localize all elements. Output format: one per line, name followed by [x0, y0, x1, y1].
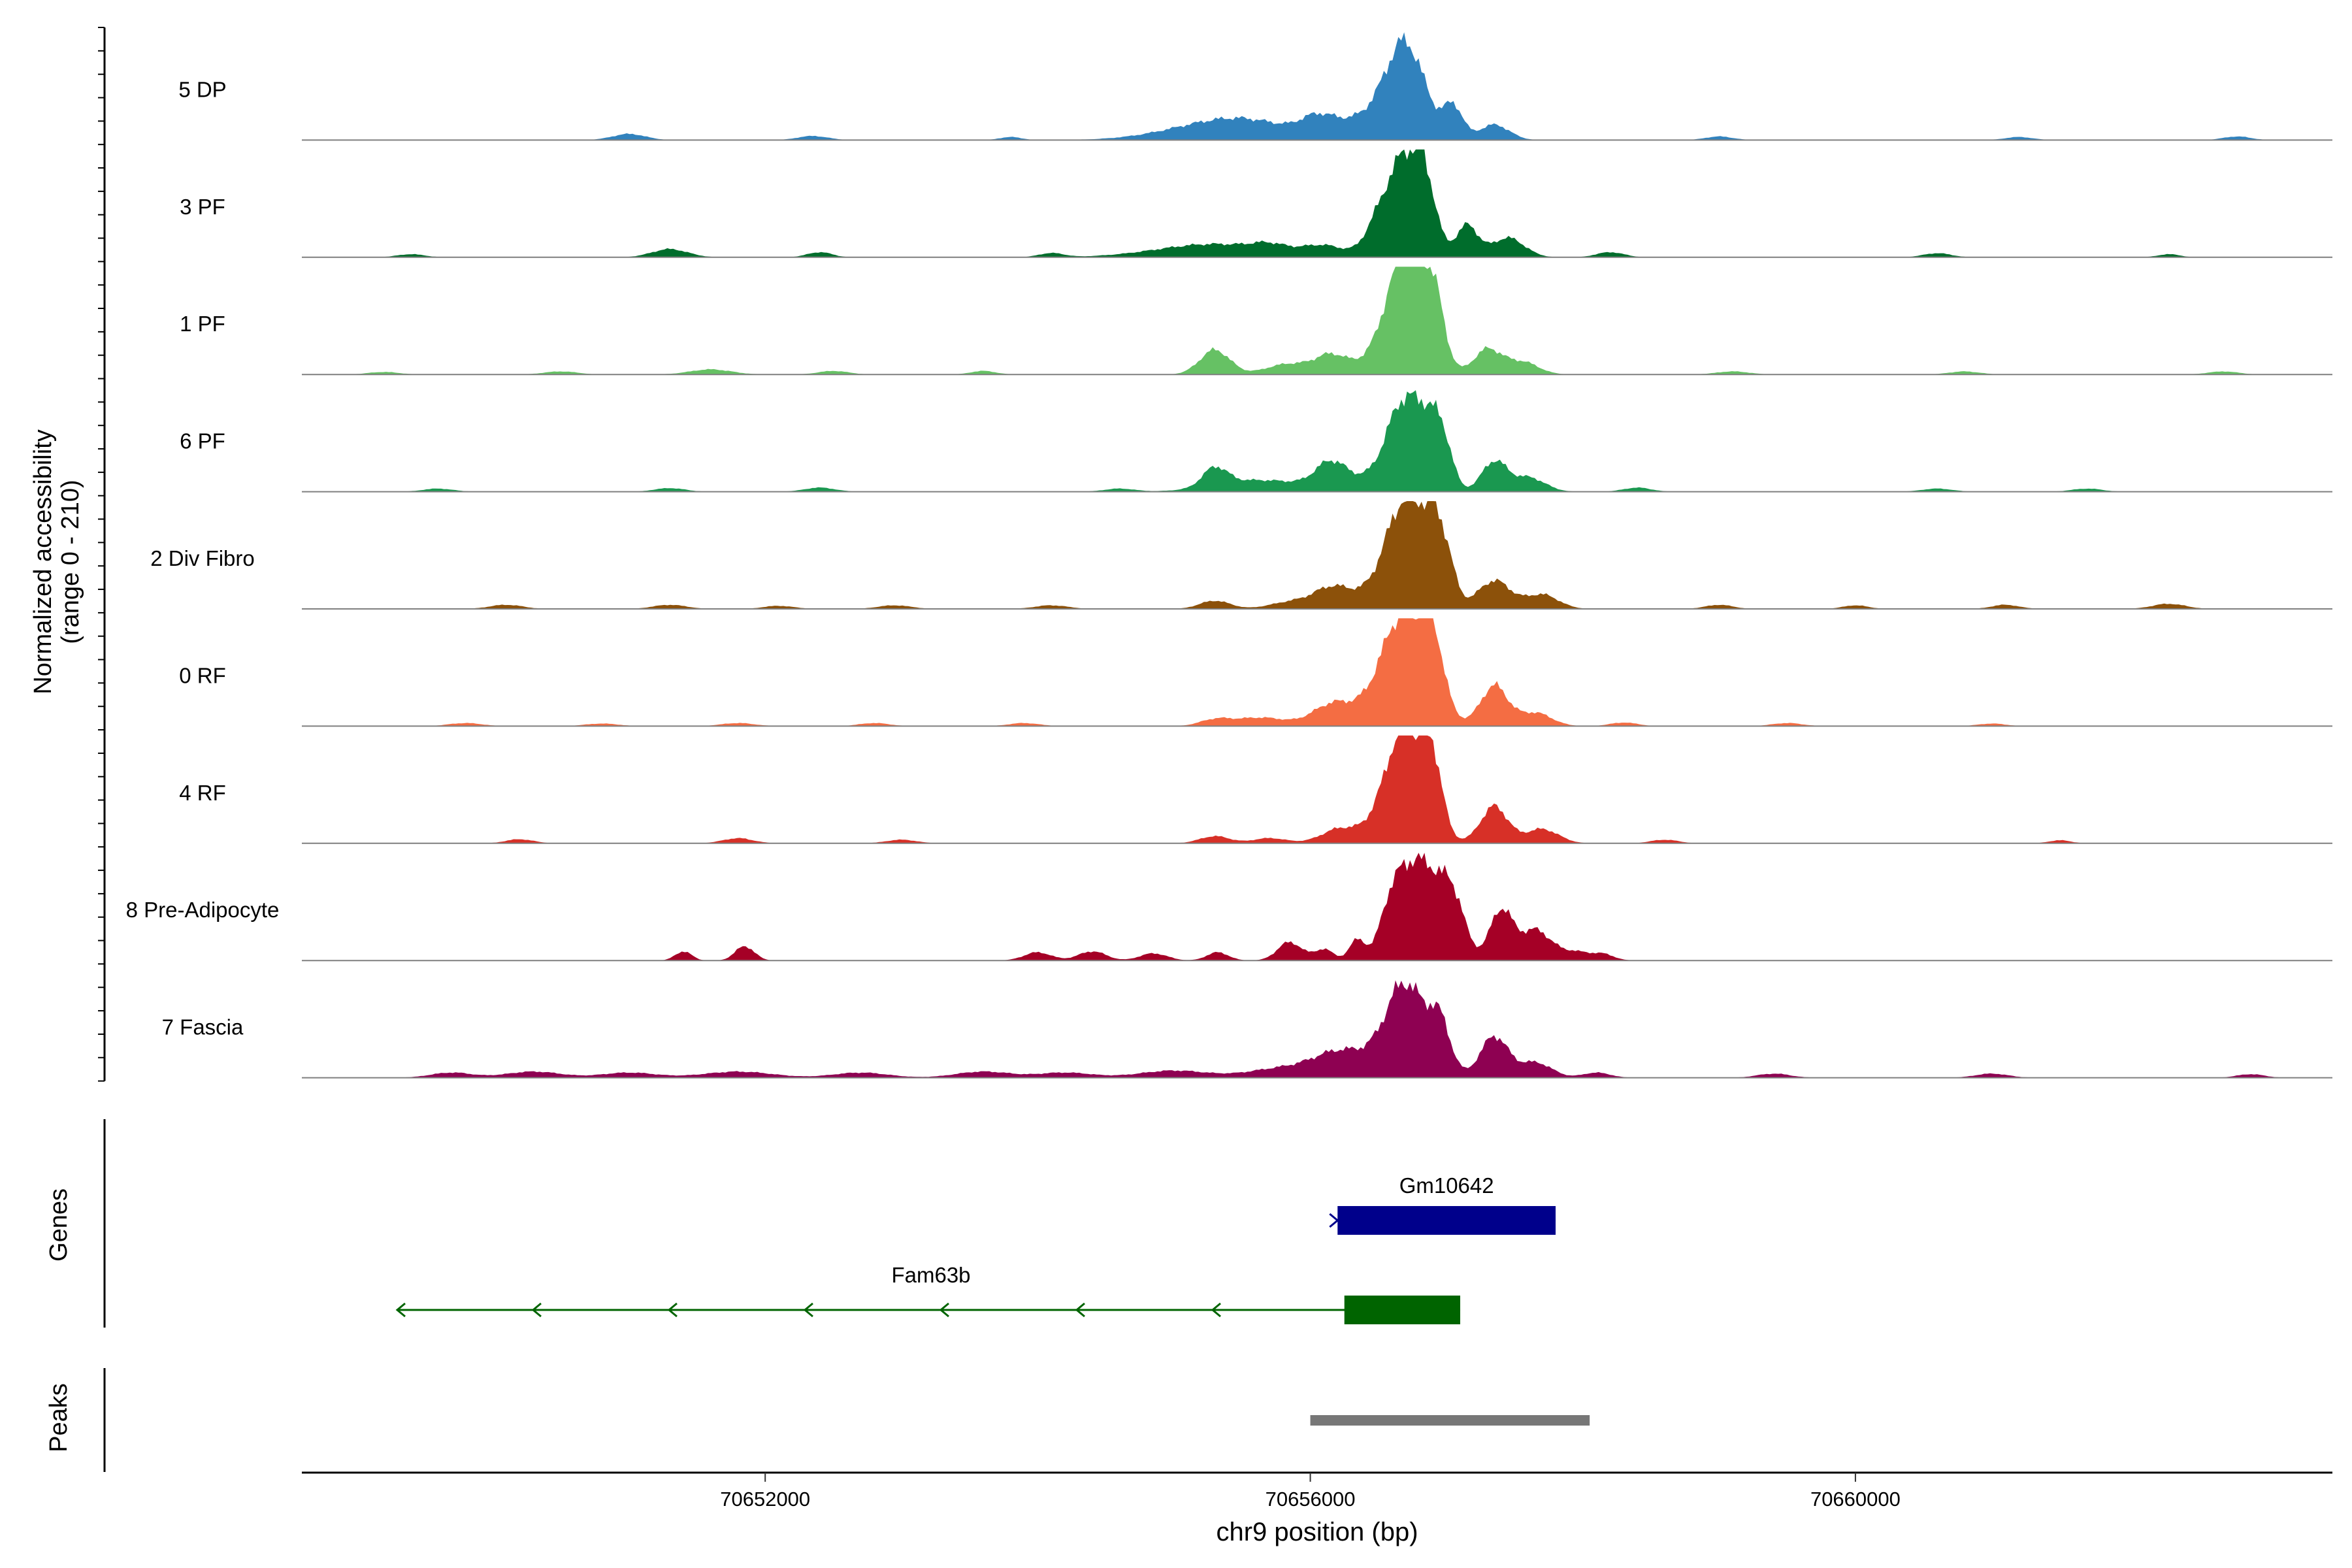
strand-chevron: [667, 1302, 678, 1318]
track-1-pf: 1 PF: [180, 267, 2332, 376]
track-label: 5 DP: [178, 77, 226, 101]
track-0-rf: 0 RF: [179, 618, 2332, 727]
peaks-panel-label: Peaks: [45, 1383, 73, 1452]
peaks-panel: [103, 1368, 1590, 1472]
accessibility-y-axis: [98, 27, 106, 1082]
genes-panel-label: Genes: [45, 1188, 73, 1262]
strand-chevron: [939, 1302, 949, 1318]
track-label: 2 Div Fibro: [150, 546, 255, 570]
track-5-dp: 5 DP: [178, 32, 2332, 141]
x-tick-label: 70652000: [720, 1488, 810, 1511]
peak-bar: [1310, 1415, 1590, 1426]
strand-chevron: [1211, 1302, 1221, 1318]
track-3-pf: 3 PF: [180, 149, 2332, 258]
x-axis: 70652000 70656000 70660000: [302, 1471, 2332, 1511]
track-label: 3 PF: [180, 195, 225, 219]
x-tick-label: 70656000: [1266, 1488, 1356, 1511]
gene-name-label: Fam63b: [891, 1263, 970, 1287]
x-tick-label: 70660000: [1810, 1488, 1901, 1511]
track-7-fascia: 7 Fascia: [162, 980, 2332, 1079]
strand-chevron: [803, 1302, 813, 1318]
track-8-pre-adipocyte: 8 Pre-Adipocyte: [126, 853, 2332, 962]
accessibility-tracks: 5 DP 3 PF 1 PF 6 PF 2 Div Fibro 0 RF 4 RF 8 Pre…: [126, 32, 2332, 1079]
track-label: 0 RF: [179, 663, 226, 687]
track-4-rf: 4 RF: [179, 735, 2332, 844]
strand-chevron: [1075, 1302, 1085, 1318]
track-area: [302, 32, 2332, 140]
track-label: 7 Fascia: [162, 1015, 244, 1039]
strand-chevron: [395, 1302, 406, 1318]
y-axis-title: Normalized accessibility: [29, 429, 57, 694]
track-area: [302, 980, 2332, 1078]
track-label: 4 RF: [179, 781, 226, 805]
y-axis-range-label: (range 0 - 210): [57, 480, 84, 644]
track-2-div-fibro: 2 Div Fibro: [150, 501, 2332, 610]
track-label: 8 Pre-Adipocyte: [126, 898, 280, 922]
strand-chevron: [531, 1302, 542, 1318]
track-label: 6 PF: [180, 429, 225, 453]
x-axis-title: chr9 position (bp): [1216, 1518, 1418, 1546]
gene-exon: [1337, 1206, 1556, 1235]
track-6-pf: 6 PF: [180, 390, 2332, 493]
track-label: 1 PF: [180, 312, 225, 336]
gene-name-label: Gm10642: [1399, 1173, 1494, 1198]
gene-gm10642: Gm10642: [1329, 1173, 1556, 1235]
gene-exon: [1344, 1296, 1461, 1324]
genes-panel: Gm10642 Fam63b: [103, 1119, 1556, 1328]
track-area: [302, 390, 2332, 492]
gene-fam63b: Fam63b: [395, 1263, 1461, 1324]
